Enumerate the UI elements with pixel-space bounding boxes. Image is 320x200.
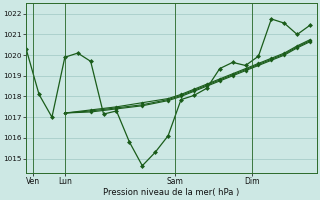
X-axis label: Pression niveau de la mer( hPa ): Pression niveau de la mer( hPa ) xyxy=(103,188,239,197)
